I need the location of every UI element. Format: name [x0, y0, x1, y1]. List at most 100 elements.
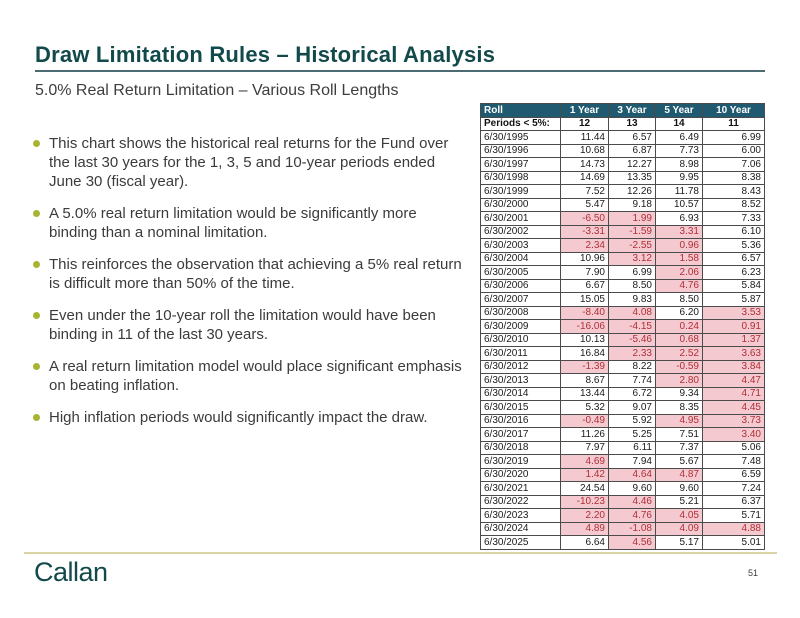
table-row: 6/30/2025 6.64 4.56 5.17 5.01 [480, 535, 765, 550]
date-cell: 6/30/2011 [480, 346, 561, 361]
value-cell: 0.91 [702, 319, 765, 334]
table-row: 6/30/2022 -10.23 4.46 5.21 6.37 [480, 494, 765, 509]
value-cell: 4.87 [655, 467, 703, 482]
footer-divider [24, 552, 777, 554]
value-cell: -1.08 [608, 521, 656, 536]
value-cell: 7.90 [560, 265, 609, 280]
value-cell: 5.01 [702, 535, 765, 550]
value-cell: 6.99 [702, 130, 765, 145]
bullet-item: A real return limitation model would pla… [33, 357, 467, 395]
date-cell: 6/30/2025 [480, 535, 561, 550]
callan-logo: Callan [34, 557, 108, 587]
value-cell: 9.60 [608, 481, 656, 496]
date-cell: 6/30/2003 [480, 238, 561, 253]
slide-subtitle: 5.0% Real Return Limitation – Various Ro… [35, 82, 399, 99]
table-row: 6/30/2023 2.20 4.76 4.05 5.71 [480, 508, 765, 523]
value-cell: -1.39 [560, 359, 609, 374]
summary-row: Periods < 5%: 12 13 14 11 [480, 116, 765, 131]
value-cell: 13.35 [608, 170, 656, 185]
table-row: 6/30/2019 4.69 7.94 5.67 7.48 [480, 454, 765, 469]
title-divider [35, 70, 765, 72]
summary-value-cell: 14 [655, 116, 703, 131]
value-cell: 4.64 [608, 467, 656, 482]
value-cell: 8.35 [655, 400, 703, 415]
date-cell: 6/30/2008 [480, 305, 561, 320]
value-cell: 2.06 [655, 265, 703, 280]
value-cell: 2.20 [560, 508, 609, 523]
value-cell: 24.54 [560, 481, 609, 496]
value-cell: 1.58 [655, 251, 703, 266]
bullet-dot-icon [33, 210, 40, 217]
value-cell: 11.44 [560, 130, 609, 145]
value-cell: 4.95 [655, 413, 703, 428]
value-cell: 5.92 [608, 413, 656, 428]
table-row: 6/30/2000 5.47 9.18 10.57 8.52 [480, 197, 765, 212]
date-cell: 6/30/1998 [480, 170, 561, 185]
value-cell: 7.52 [560, 184, 609, 199]
value-cell: 5.21 [655, 494, 703, 509]
returns-table-container: Roll 1 Year 3 Year 5 Year 10 Year Periods < 5… [480, 103, 765, 550]
table-header-cell: 3 Year [608, 103, 656, 118]
value-cell: 3.53 [702, 305, 765, 320]
value-cell: 14.73 [560, 157, 609, 172]
value-cell: 12.27 [608, 157, 656, 172]
value-cell: 3.63 [702, 346, 765, 361]
date-cell: 6/30/2013 [480, 373, 561, 388]
returns-table: Roll 1 Year 3 Year 5 Year 10 Year Periods < 5… [480, 103, 765, 550]
value-cell: 6.59 [702, 467, 765, 482]
value-cell: 4.08 [608, 305, 656, 320]
table-row: 6/30/2013 8.67 7.74 2.80 4.47 [480, 373, 765, 388]
value-cell: 7.06 [702, 157, 765, 172]
value-cell: -4.15 [608, 319, 656, 334]
bullet-text: This chart shows the historical real ret… [49, 135, 449, 190]
date-cell: 6/30/1997 [480, 157, 561, 172]
value-cell: 4.76 [655, 278, 703, 293]
value-cell: 3.31 [655, 224, 703, 239]
value-cell: 6.99 [608, 265, 656, 280]
table-row: 6/30/2010 10.13 -5.46 0.68 1.37 [480, 332, 765, 347]
value-cell: 7.33 [702, 211, 765, 226]
value-cell: 0.68 [655, 332, 703, 347]
date-cell: 6/30/2012 [480, 359, 561, 374]
bullet-text: Even under the 10-year roll the limitati… [49, 307, 436, 343]
table-row: 6/30/2017 11.26 5.25 7.51 3.40 [480, 427, 765, 442]
bullet-dot-icon [33, 363, 40, 370]
value-cell: 7.73 [655, 143, 703, 158]
bullet-text: High inflation periods would significant… [49, 409, 428, 426]
value-cell: 5.25 [608, 427, 656, 442]
value-cell: 4.05 [655, 508, 703, 523]
value-cell: 12.26 [608, 184, 656, 199]
date-cell: 6/30/1995 [480, 130, 561, 145]
value-cell: 4.88 [702, 521, 765, 536]
table-row: 6/30/2004 10.96 3.12 1.58 6.57 [480, 251, 765, 266]
value-cell: 5.47 [560, 197, 609, 212]
value-cell: -1.59 [608, 224, 656, 239]
value-cell: 2.33 [608, 346, 656, 361]
value-cell: 4.45 [702, 400, 765, 415]
value-cell: 6.57 [702, 251, 765, 266]
value-cell: 4.71 [702, 386, 765, 401]
value-cell: -5.46 [608, 332, 656, 347]
date-cell: 6/30/2007 [480, 292, 561, 307]
table-row: 6/30/1999 7.52 12.26 11.78 8.43 [480, 184, 765, 199]
date-cell: 6/30/2020 [480, 467, 561, 482]
table-row: 6/30/2001 -6.50 1.99 6.93 7.33 [480, 211, 765, 226]
value-cell: 9.95 [655, 170, 703, 185]
value-cell: 5.87 [702, 292, 765, 307]
value-cell: 7.37 [655, 440, 703, 455]
table-row: 6/30/2002 -3.31 -1.59 3.31 6.10 [480, 224, 765, 239]
value-cell: 5.32 [560, 400, 609, 415]
date-cell: 6/30/2002 [480, 224, 561, 239]
bullet-list: This chart shows the historical real ret… [33, 134, 467, 440]
date-cell: 6/30/2000 [480, 197, 561, 212]
table-header-cell: Roll [480, 103, 561, 118]
value-cell: 4.76 [608, 508, 656, 523]
value-cell: 3.84 [702, 359, 765, 374]
date-cell: 6/30/2017 [480, 427, 561, 442]
date-cell: 6/30/2019 [480, 454, 561, 469]
value-cell: -6.50 [560, 211, 609, 226]
page-number: 51 [747, 568, 758, 578]
value-cell: 11.78 [655, 184, 703, 199]
value-cell: 7.48 [702, 454, 765, 469]
